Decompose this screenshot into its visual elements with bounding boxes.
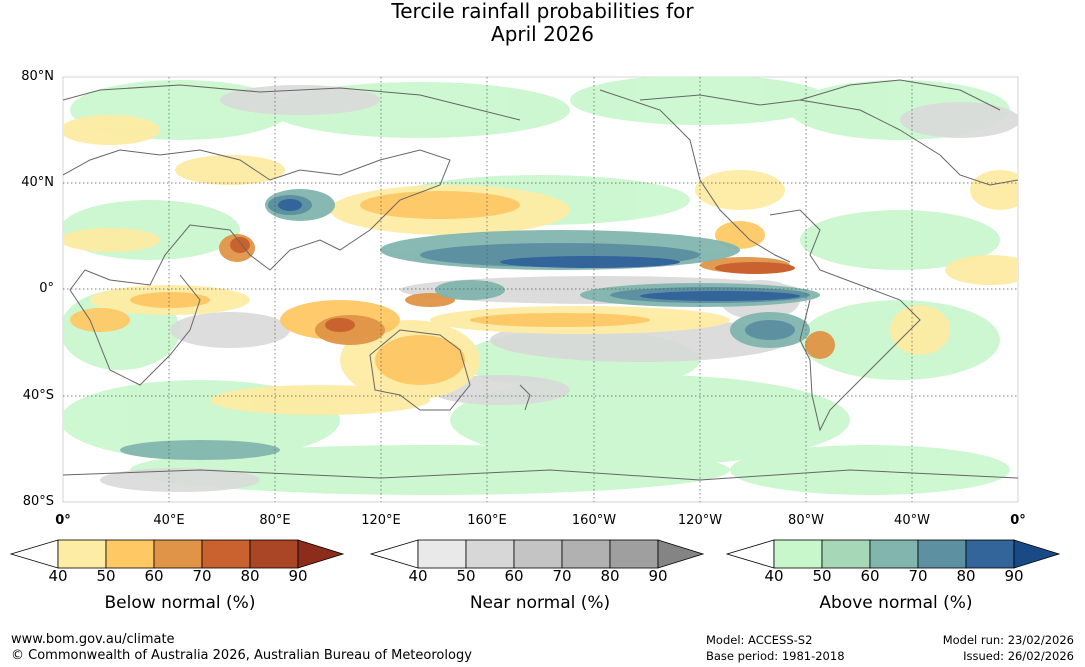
base-period: Base period: 1981-2018 [706, 649, 845, 663]
below-normal-colorbar [10, 539, 345, 569]
above-normal-colorbar [726, 539, 1061, 569]
model-name: Model: ACCESS-S2 [706, 633, 813, 647]
model-run-date: Model run: 23/02/2026 [942, 633, 1074, 647]
lon-label-120w: 120°W [677, 513, 723, 528]
lat-label-40n: 40°N [21, 175, 54, 190]
cb-tick: 40 [764, 567, 784, 585]
colorbar-segment [869, 539, 919, 569]
colorbar-arrow-low [726, 539, 775, 569]
cb-tick: 90 [288, 567, 308, 585]
colorbar-arrow-high [297, 539, 345, 569]
lat-label-40s: 40°S [22, 388, 54, 403]
cb-tick: 60 [504, 567, 524, 585]
title-line-1: Tercile rainfall probabilities for [391, 0, 694, 23]
cb-tick: 50 [96, 567, 116, 585]
copyright-notice: © Commonwealth of Australia 2026, Austra… [11, 648, 472, 663]
cb-tick: 40 [48, 567, 68, 585]
colorbar-segment [561, 539, 611, 569]
colorbar-arrow-high [657, 539, 705, 569]
cb-tick: 60 [860, 567, 880, 585]
colorbar-segment [417, 539, 467, 569]
cb-tick: 80 [956, 567, 976, 585]
lat-label-80s: 80°S [22, 494, 54, 509]
cb-tick: 90 [1004, 567, 1024, 585]
cb-tick: 70 [908, 567, 928, 585]
title-line-2: April 2026 [491, 22, 594, 46]
colorbar-segment [201, 539, 251, 569]
colorbar-arrow-low [10, 539, 59, 569]
lon-label-160e: 160°E [467, 513, 507, 528]
bom-url: www.bom.gov.au/climate [11, 632, 175, 647]
cb-tick: 40 [408, 567, 428, 585]
cb-tick: 50 [456, 567, 476, 585]
cb-tick: 90 [648, 567, 668, 585]
chart-title: Tercile rainfall probabilities for April… [0, 0, 1085, 46]
lon-label-80w: 80°W [788, 513, 824, 528]
probability-fields [63, 77, 1018, 502]
rainfall-map [62, 76, 1019, 503]
colorbar-segment [57, 539, 107, 569]
lon-label-40e: 40°E [153, 513, 185, 528]
cb-tick: 70 [552, 567, 572, 585]
cb-tick: 80 [240, 567, 260, 585]
cb-tick: 70 [192, 567, 212, 585]
lon-label-0-left: 0° [55, 513, 71, 528]
colorbar-segment [153, 539, 203, 569]
colorbar-segment [917, 539, 967, 569]
near-normal-legend-title: Near normal (%) [469, 593, 611, 613]
above-normal-legend-title: Above normal (%) [819, 593, 973, 613]
colorbar-segment [249, 539, 299, 569]
colorbar-segment [465, 539, 515, 569]
lat-label-80n: 80°N [21, 69, 54, 84]
cb-tick: 60 [144, 567, 164, 585]
colorbar-segment [609, 539, 659, 569]
lon-label-40w: 40°W [894, 513, 930, 528]
colorbar-segment [773, 539, 823, 569]
colorbar-segment [105, 539, 155, 569]
colorbar-segment [513, 539, 563, 569]
lon-label-0-right: 0° [1010, 513, 1026, 528]
lon-label-160w: 160°W [571, 513, 617, 528]
colorbar-arrow-high [1013, 539, 1061, 569]
lon-label-120e: 120°E [361, 513, 401, 528]
cb-tick: 50 [812, 567, 832, 585]
below-normal-legend-title: Below normal (%) [104, 593, 256, 613]
cb-tick: 80 [600, 567, 620, 585]
issued-date: Issued: 26/02/2026 [963, 649, 1074, 663]
lon-label-80e: 80°E [259, 513, 291, 528]
colorbar-segment [965, 539, 1015, 569]
lat-label-equator: 0° [39, 281, 54, 296]
colorbar-arrow-low [370, 539, 419, 569]
colorbar-segment [821, 539, 871, 569]
near-normal-colorbar [370, 539, 705, 569]
